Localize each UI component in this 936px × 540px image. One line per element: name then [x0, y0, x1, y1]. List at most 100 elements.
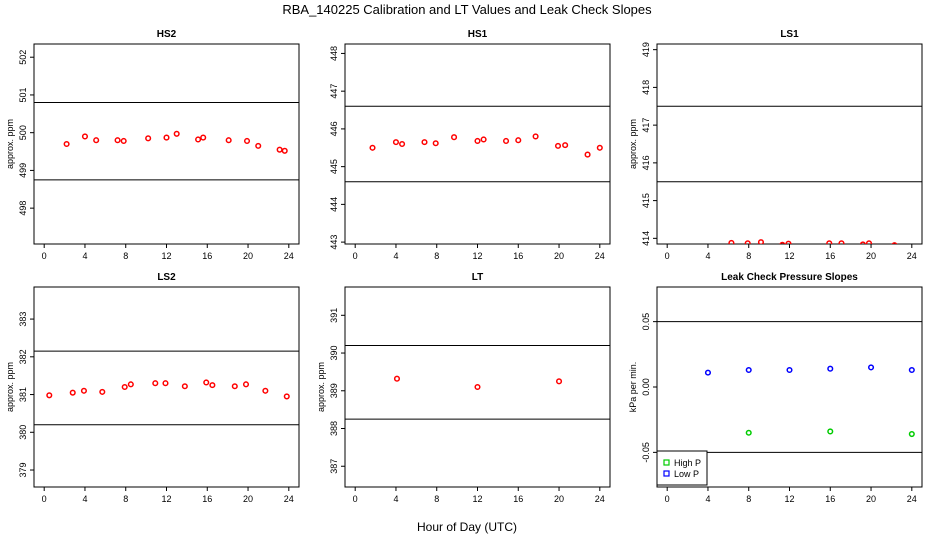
data-point [745, 366, 752, 374]
data-point [369, 144, 376, 151]
x-tick-label: 4 [393, 494, 398, 504]
y-tick-label: 502 [18, 50, 28, 65]
x-tick-label: 24 [595, 494, 605, 504]
x-tick-label: 8 [123, 251, 128, 261]
data-point [480, 136, 487, 143]
x-tick-label: 4 [705, 494, 710, 504]
data-point [785, 240, 792, 244]
y-tick-label: 389 [329, 383, 339, 398]
y-tick-label: 379 [18, 463, 28, 478]
data-points [393, 375, 563, 391]
y-tick-label: 0.05 [641, 313, 651, 331]
y-axis-label: approx. ppm [5, 362, 15, 412]
panel-title: HS1 [468, 29, 488, 40]
y-tick-label: 380 [18, 425, 28, 440]
data-point [81, 133, 89, 140]
y-axis-label: kPa per min. [628, 362, 638, 413]
y-axis-label: approx. ppm [628, 119, 638, 169]
data-point [93, 137, 100, 144]
data-point [745, 429, 752, 436]
y-axis-label: approx. ppm [5, 119, 15, 169]
x-tick-label: 20 [243, 251, 253, 261]
x-tick-label: 16 [513, 494, 523, 504]
x-tick-label: 0 [353, 494, 358, 504]
data-point [584, 151, 591, 158]
data-point [779, 241, 786, 244]
x-tick-label: 24 [907, 251, 917, 261]
x-tick-label: 8 [123, 494, 128, 504]
y-tick-label: 445 [329, 159, 339, 174]
data-point [281, 147, 288, 154]
y-tick-label: 501 [18, 87, 28, 102]
data-point [195, 136, 202, 143]
data-point [99, 388, 106, 395]
panel-title: LT [472, 272, 483, 283]
data-point [704, 369, 712, 376]
data-point [502, 137, 510, 145]
y-tick-label: -0.05 [641, 442, 651, 463]
x-tick-label: 20 [866, 251, 876, 261]
data-point [474, 137, 481, 145]
legend-label: Low P [674, 469, 699, 479]
data-point [145, 135, 152, 142]
data-point [225, 137, 232, 144]
data-point [838, 240, 845, 244]
panel-title: LS1 [780, 29, 799, 40]
panel-3: LS1 approx. ppm 0 4 8 12 16 20 24 414 415 416 417 418… [628, 29, 923, 261]
x-tick-label: 20 [866, 494, 876, 504]
panel-title: HS2 [157, 29, 177, 40]
data-point [421, 139, 428, 146]
data-point [46, 392, 53, 399]
data-point [744, 240, 751, 244]
data-point [786, 366, 793, 374]
y-tick-label: 443 [329, 235, 339, 250]
x-tick-label: 16 [825, 251, 835, 261]
y-tick-label: 391 [329, 308, 339, 323]
x-tick-label: 12 [161, 251, 171, 261]
y-tick-label: 419 [641, 42, 651, 57]
figure-title: RBA_140225 Calibration and LT Values and… [282, 2, 652, 17]
y-tick-label: 446 [329, 121, 339, 136]
x-tick-label: 8 [434, 494, 439, 504]
plot-frame [33, 286, 300, 488]
data-point [255, 142, 262, 149]
panels: HS2 approx. ppm 0 4 8 12 16 20 24 498 499 500 501 502… [5, 29, 923, 504]
data-point [515, 137, 522, 144]
data-point [162, 380, 169, 387]
data-points [369, 133, 603, 158]
data-point [209, 382, 216, 389]
data-point [114, 137, 121, 144]
x-tick-label: 24 [595, 251, 605, 261]
plot-frame [656, 43, 923, 245]
data-point [867, 364, 875, 371]
data-point [242, 381, 250, 388]
y-axis-label: approx. ppm [316, 362, 326, 412]
x-tick-label: 8 [746, 494, 751, 504]
x-tick-label: 20 [554, 494, 564, 504]
data-point [276, 146, 283, 153]
data-point [243, 137, 251, 145]
y-tick-label: 500 [18, 125, 28, 140]
data-point [865, 240, 873, 244]
data-point [69, 389, 76, 396]
data-points [63, 130, 288, 154]
x-tick-label: 12 [161, 494, 171, 504]
data-point [231, 383, 238, 390]
y-tick-label: 447 [329, 84, 339, 99]
data-points [704, 364, 915, 438]
legend-box [656, 450, 708, 486]
data-point [203, 379, 210, 386]
panel-6: Leak Check Pressure Slopes kPa per min. 0 4… [628, 272, 923, 504]
y-tick-label: 381 [18, 387, 28, 402]
y-tick-label: 390 [329, 346, 339, 361]
x-tick-label: 4 [705, 251, 710, 261]
x-tick-label: 0 [42, 251, 47, 261]
data-point [127, 381, 134, 388]
legend-swatch [663, 470, 670, 477]
data-point [121, 383, 128, 391]
data-point [554, 142, 562, 149]
x-tick-label: 16 [513, 251, 523, 261]
data-point [826, 240, 833, 244]
